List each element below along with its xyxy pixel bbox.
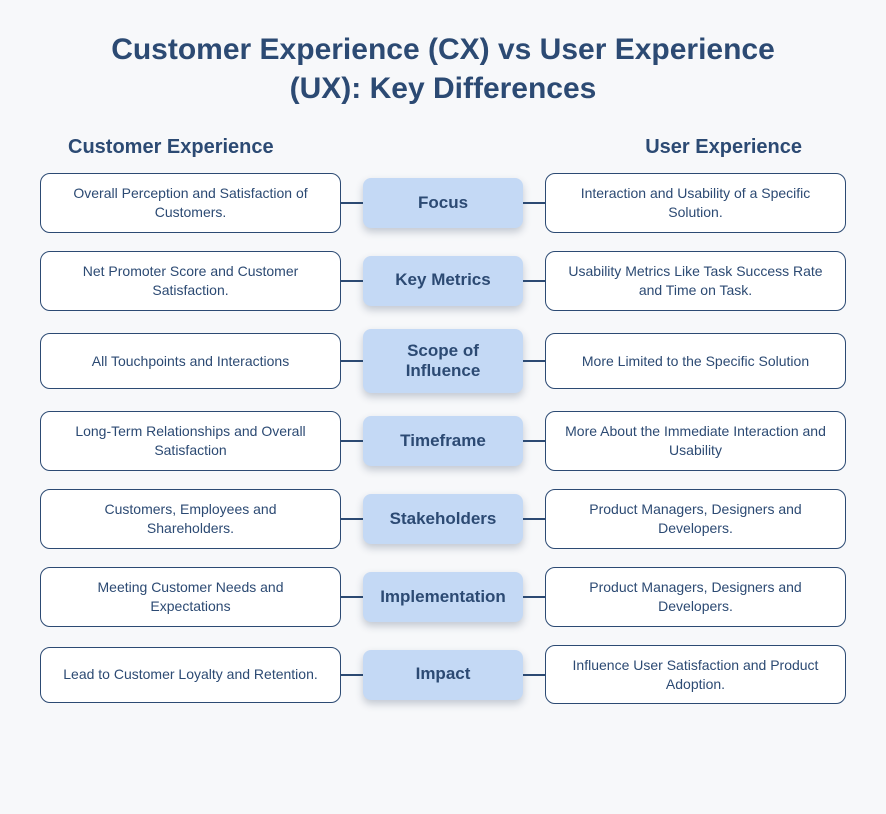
left-column-header: Customer Experience <box>40 136 345 159</box>
comparison-row: Meeting Customer Needs and Expectations I… <box>40 567 846 627</box>
connector-line <box>523 596 545 598</box>
category-box: Key Metrics <box>363 256 523 306</box>
connector-line <box>523 518 545 520</box>
ux-box: Product Managers, Designers and Develope… <box>545 567 846 627</box>
category-box: Impact <box>363 650 523 700</box>
cx-box: All Touchpoints and Interactions <box>40 333 341 389</box>
ux-box: More About the Immediate Interaction and… <box>545 411 846 471</box>
category-box: Implementation <box>363 572 523 622</box>
cx-box: Lead to Customer Loyalty and Retention. <box>40 647 341 703</box>
connector-line <box>523 280 545 282</box>
comparison-row: Long-Term Relationships and Overall Sati… <box>40 411 846 471</box>
connector-line <box>341 280 363 282</box>
comparison-row: Overall Perception and Satisfaction of C… <box>40 173 846 233</box>
category-box: Timeframe <box>363 416 523 466</box>
connector-line <box>341 360 363 362</box>
cx-box: Meeting Customer Needs and Expectations <box>40 567 341 627</box>
page-title: Customer Experience (CX) vs User Experie… <box>40 30 846 108</box>
connector-line <box>523 360 545 362</box>
connector-line <box>523 440 545 442</box>
connector-line <box>523 674 545 676</box>
connector-line <box>341 518 363 520</box>
connector-line <box>341 596 363 598</box>
ux-box: Interaction and Usability of a Specific … <box>545 173 846 233</box>
ux-box: More Limited to the Specific Solution <box>545 333 846 389</box>
cx-box: Net Promoter Score and Customer Satisfac… <box>40 251 341 311</box>
ux-box: Product Managers, Designers and Develope… <box>545 489 846 549</box>
connector-line <box>341 202 363 204</box>
comparison-row: Lead to Customer Loyalty and Retention. I… <box>40 645 846 705</box>
category-box: Scope of Influence <box>363 329 523 394</box>
right-column-header: User Experience <box>525 136 846 159</box>
cx-box: Customers, Employees and Shareholders. <box>40 489 341 549</box>
comparison-rows: Overall Perception and Satisfaction of C… <box>40 173 846 704</box>
comparison-row: Customers, Employees and Shareholders. St… <box>40 489 846 549</box>
comparison-row: Net Promoter Score and Customer Satisfac… <box>40 251 846 311</box>
ux-box: Usability Metrics Like Task Success Rate… <box>545 251 846 311</box>
column-headers: Customer Experience User Experience <box>40 136 846 159</box>
connector-line <box>523 202 545 204</box>
connector-line <box>341 674 363 676</box>
header-spacer <box>345 136 525 159</box>
category-box: Stakeholders <box>363 494 523 544</box>
cx-box: Overall Perception and Satisfaction of C… <box>40 173 341 233</box>
category-box: Focus <box>363 178 523 228</box>
ux-box: Influence User Satisfaction and Product … <box>545 645 846 705</box>
connector-line <box>341 440 363 442</box>
comparison-row: All Touchpoints and Interactions Scope of… <box>40 329 846 394</box>
cx-box: Long-Term Relationships and Overall Sati… <box>40 411 341 471</box>
